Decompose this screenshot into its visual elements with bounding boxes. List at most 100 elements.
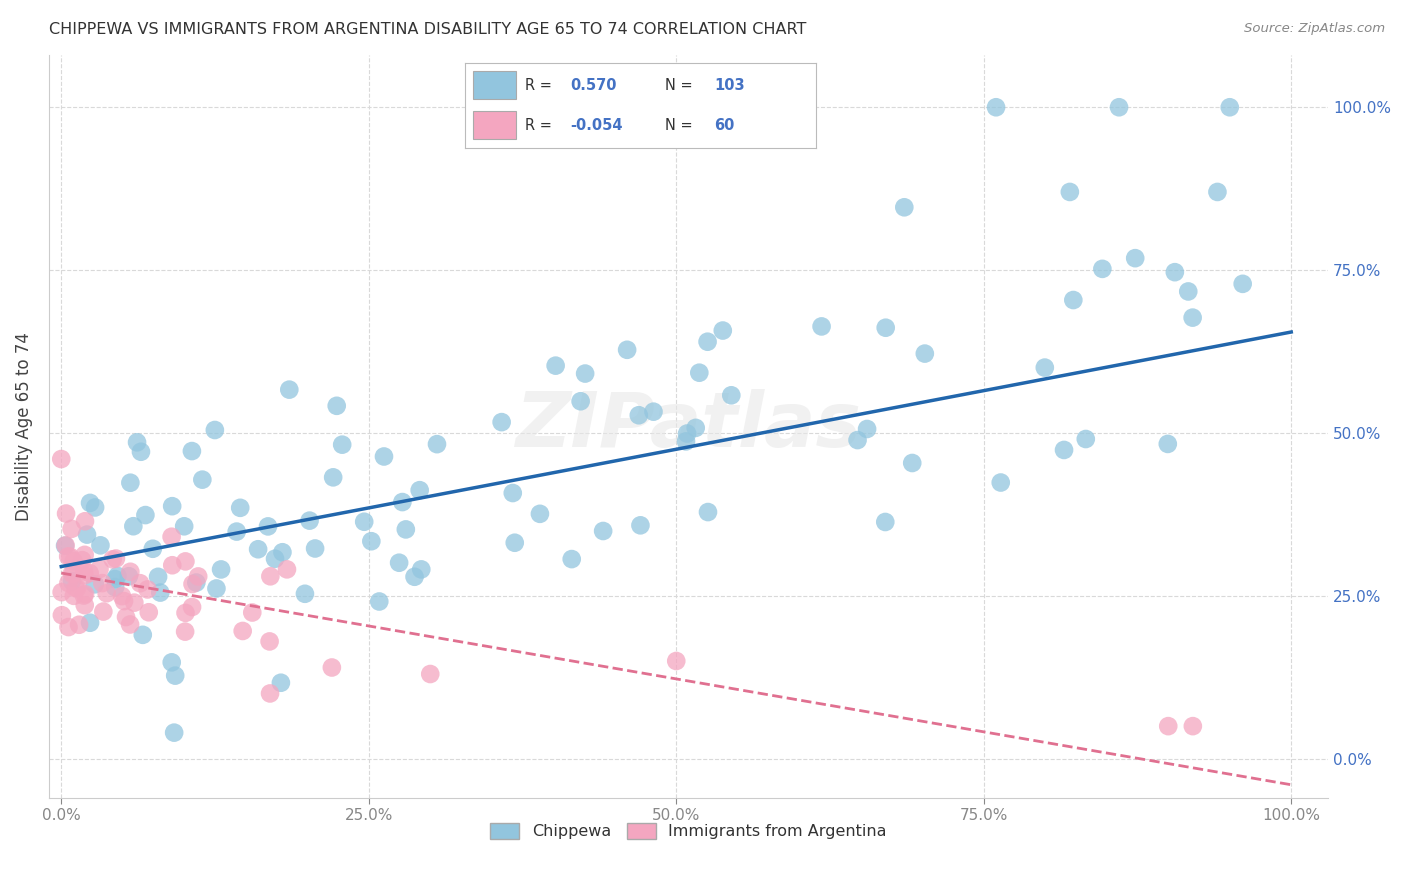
Point bbox=[360, 534, 382, 549]
Point bbox=[544, 359, 567, 373]
Point bbox=[51, 452, 73, 467]
Point bbox=[1033, 360, 1056, 375]
Point bbox=[181, 577, 204, 591]
Point bbox=[697, 505, 720, 519]
Point bbox=[330, 438, 353, 452]
Point bbox=[79, 566, 101, 580]
Point bbox=[209, 562, 232, 576]
Point bbox=[107, 569, 129, 583]
Point bbox=[191, 473, 214, 487]
Point bbox=[574, 367, 596, 381]
Point bbox=[73, 565, 96, 579]
Point bbox=[676, 426, 699, 441]
Point bbox=[391, 495, 413, 509]
Point bbox=[901, 456, 924, 470]
Point bbox=[1157, 719, 1180, 733]
Point bbox=[304, 541, 326, 556]
Text: Source: ZipAtlas.com: Source: ZipAtlas.com bbox=[1244, 22, 1385, 36]
Point bbox=[688, 366, 710, 380]
Point bbox=[125, 435, 148, 450]
Point bbox=[1074, 432, 1097, 446]
Point bbox=[129, 444, 152, 458]
Point bbox=[247, 542, 270, 557]
Point bbox=[1177, 285, 1199, 299]
Point bbox=[163, 725, 186, 739]
Point bbox=[502, 486, 524, 500]
Point bbox=[55, 507, 77, 521]
Point bbox=[846, 433, 869, 447]
Point bbox=[174, 606, 197, 620]
Point bbox=[120, 475, 142, 490]
Point bbox=[89, 538, 111, 552]
Point bbox=[58, 620, 80, 634]
Point bbox=[240, 606, 263, 620]
Point bbox=[104, 580, 127, 594]
Point bbox=[395, 523, 418, 537]
Text: CHIPPEWA VS IMMIGRANTS FROM ARGENTINA DISABILITY AGE 65 TO 74 CORRELATION CHART: CHIPPEWA VS IMMIGRANTS FROM ARGENTINA DI… bbox=[49, 22, 807, 37]
Point bbox=[914, 346, 936, 360]
Point bbox=[1062, 293, 1084, 307]
Point bbox=[160, 530, 183, 544]
Point bbox=[270, 675, 292, 690]
Point bbox=[353, 515, 375, 529]
Point bbox=[561, 552, 583, 566]
Point bbox=[138, 605, 160, 619]
Point bbox=[65, 581, 87, 595]
Point bbox=[298, 514, 321, 528]
Point bbox=[120, 565, 142, 579]
Point bbox=[259, 569, 281, 583]
Point bbox=[160, 499, 183, 513]
Point bbox=[124, 596, 146, 610]
Point bbox=[696, 334, 718, 349]
Point bbox=[1181, 719, 1204, 733]
Point bbox=[115, 610, 138, 624]
Point bbox=[990, 475, 1012, 490]
Point bbox=[321, 660, 343, 674]
Point bbox=[174, 554, 197, 568]
Point bbox=[51, 608, 73, 623]
Point bbox=[411, 562, 433, 576]
Point bbox=[1053, 442, 1076, 457]
Point bbox=[388, 556, 411, 570]
Point bbox=[675, 434, 697, 449]
Point bbox=[79, 615, 101, 630]
Point bbox=[685, 421, 707, 435]
Point bbox=[73, 598, 96, 612]
Point bbox=[1219, 100, 1241, 114]
Point bbox=[118, 569, 141, 583]
Point bbox=[271, 545, 294, 559]
Point bbox=[1157, 437, 1180, 451]
Point bbox=[136, 582, 159, 597]
Point bbox=[134, 508, 156, 522]
Point bbox=[66, 581, 89, 595]
Point bbox=[529, 507, 551, 521]
Point bbox=[60, 522, 83, 536]
Point bbox=[404, 570, 426, 584]
Point bbox=[101, 552, 124, 566]
Point bbox=[79, 496, 101, 510]
Point bbox=[104, 572, 127, 586]
Point bbox=[665, 654, 688, 668]
Point bbox=[174, 624, 197, 639]
Point bbox=[73, 587, 96, 601]
Point bbox=[643, 405, 665, 419]
Point bbox=[60, 566, 83, 581]
Point bbox=[120, 617, 142, 632]
Point bbox=[1206, 185, 1229, 199]
Point bbox=[62, 554, 84, 568]
Point bbox=[630, 518, 652, 533]
Point bbox=[142, 541, 165, 556]
Point bbox=[278, 383, 301, 397]
Point bbox=[259, 634, 281, 648]
Point bbox=[149, 585, 172, 599]
Point bbox=[491, 415, 513, 429]
Point bbox=[1164, 265, 1187, 279]
Point bbox=[1108, 100, 1130, 114]
Point bbox=[104, 551, 127, 566]
Point bbox=[856, 422, 879, 436]
Point bbox=[76, 527, 98, 541]
Point bbox=[426, 437, 449, 451]
Point bbox=[875, 320, 897, 334]
Point bbox=[186, 575, 208, 590]
Point bbox=[129, 576, 152, 591]
